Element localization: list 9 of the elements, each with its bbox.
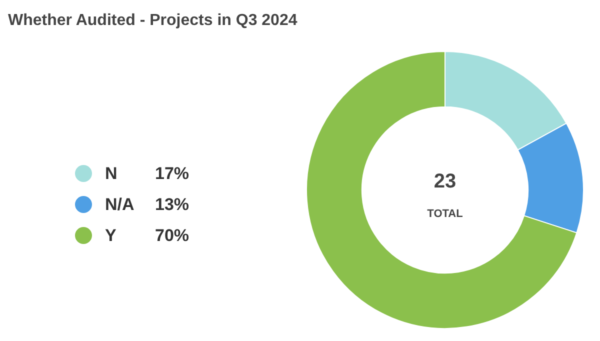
chart-title: Whether Audited - Projects in Q3 2024 [8,12,298,30]
legend-label: N/A [105,194,136,214]
legend-label: N [105,164,118,184]
text: 23 [434,170,456,193]
text: TOTAL [427,208,464,220]
legend-label: Y [105,226,118,246]
data-label: 70% [155,226,190,246]
data-label: 13% [155,194,190,214]
data-label: 17% [155,164,190,184]
